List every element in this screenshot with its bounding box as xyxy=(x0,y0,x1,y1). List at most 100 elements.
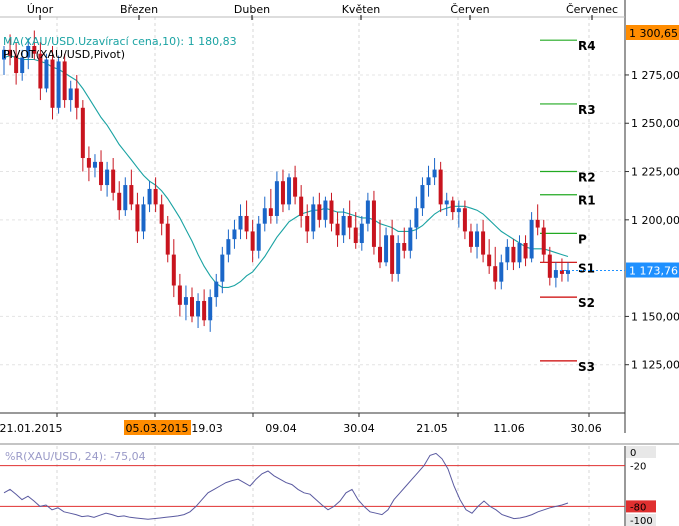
candle-body xyxy=(347,215,352,228)
williams-r-line xyxy=(3,452,569,520)
candle-body xyxy=(529,219,534,259)
pivot-label-r1: R1 xyxy=(578,194,596,208)
candle-body xyxy=(8,49,13,56)
highlighted-date-label: 05.03.2015 xyxy=(126,422,189,435)
date-label: 30.06 xyxy=(570,422,602,435)
month-labels: Únor Březen Duben Květen Červen Červenec xyxy=(27,3,618,20)
candle-body xyxy=(432,169,437,178)
candle-body xyxy=(280,181,285,205)
month-label: Únor xyxy=(27,3,54,16)
indicator-level-box-top xyxy=(626,446,656,458)
pivot-label-r2: R2 xyxy=(578,171,596,185)
candle-body xyxy=(2,49,6,60)
indicator-level-box-upper xyxy=(626,459,656,472)
date-label: 11.06 xyxy=(493,422,525,435)
date-label: 30.04 xyxy=(343,422,375,435)
candle-body xyxy=(250,231,255,251)
candle-body xyxy=(123,185,128,211)
month-label: Březen xyxy=(120,3,158,16)
candle-body xyxy=(353,227,358,244)
candle-body xyxy=(226,239,231,255)
candle-body xyxy=(196,300,201,317)
candle-body xyxy=(32,45,37,54)
date-label: 21.05 xyxy=(416,422,448,435)
top-price-box xyxy=(626,25,679,40)
indicator-level-label-lower: -80 xyxy=(630,502,646,513)
pivot-label-r3: R3 xyxy=(578,103,596,117)
candle-body xyxy=(481,231,486,255)
candle-body xyxy=(68,88,73,101)
candle-body xyxy=(44,59,49,89)
candle-body xyxy=(147,188,152,205)
candle-body xyxy=(553,270,558,278)
candle-body xyxy=(329,200,334,224)
candle-body xyxy=(159,204,164,224)
candle-body xyxy=(74,88,79,108)
candle-body xyxy=(111,169,116,193)
month-label: Červen xyxy=(450,3,489,16)
candle-body xyxy=(341,215,346,236)
indicator-level-box-bottom xyxy=(626,514,656,526)
indicator-level-label-bottom: -100 xyxy=(630,516,653,526)
date-label: 09.04 xyxy=(265,422,297,435)
candle-body xyxy=(462,208,467,232)
candle-body xyxy=(177,285,182,305)
candle-body xyxy=(408,227,413,251)
candle-body xyxy=(566,270,570,274)
month-label: Květen xyxy=(342,3,381,16)
pivot-legend: PIVOT(XAU/USD,Pivot) xyxy=(3,48,125,61)
candle-body xyxy=(323,200,328,220)
candle-body xyxy=(80,107,85,159)
candle-body xyxy=(141,204,146,232)
candle-body xyxy=(287,177,292,205)
candle-body xyxy=(208,297,213,321)
price-tick-label: 1 150,00 xyxy=(631,310,679,323)
date-axis[interactable]: 21.01.20152619.0309.0430.0421.0511.0630.… xyxy=(0,413,602,435)
top-price-label: 1 300,65 xyxy=(629,27,678,40)
price-axis[interactable]: 1 275,00 1 250,00 1 225,00 1 200,00 1 150,00… xyxy=(560,25,679,372)
pivot-label-s1: S1 xyxy=(578,261,595,275)
candle-body xyxy=(420,185,425,209)
candle-body xyxy=(468,231,473,247)
candle-body xyxy=(202,300,207,321)
date-label: 21.01.2015 xyxy=(0,422,62,435)
price-tick-label: 1 275,00 xyxy=(631,69,679,82)
candle-body xyxy=(232,229,237,240)
candle-body xyxy=(426,177,431,186)
candle-body xyxy=(335,223,340,236)
pivot-levels: R4 R3 R2 R1 P S1 S2 S3 xyxy=(540,39,596,374)
candle-body xyxy=(99,161,104,186)
candle-body xyxy=(438,169,443,205)
candle-body xyxy=(541,227,546,255)
candle-body xyxy=(559,270,564,274)
candle-body xyxy=(268,208,273,216)
candle-body xyxy=(444,200,449,205)
candle-body xyxy=(117,192,122,211)
candle-body xyxy=(499,262,504,282)
candle-body xyxy=(305,215,310,232)
candle-body xyxy=(262,208,267,224)
candle-body xyxy=(517,243,522,263)
candle-body xyxy=(535,219,540,228)
candle-body xyxy=(371,200,376,247)
candle-body xyxy=(105,169,110,186)
candle-body xyxy=(547,254,552,278)
candle-body xyxy=(450,200,455,213)
candle-body xyxy=(256,223,261,251)
candle-body xyxy=(475,231,480,247)
price-tick-label: 1 125,00 xyxy=(631,359,679,372)
candle-body xyxy=(293,177,298,197)
candle-body xyxy=(86,158,91,168)
candle-body xyxy=(487,254,492,267)
indicator-level-label-top: 0 xyxy=(630,448,636,459)
candle-body xyxy=(390,235,395,274)
date-label: 19.03 xyxy=(191,422,223,435)
candle-body xyxy=(396,243,401,274)
pivot-label-s2: S2 xyxy=(578,296,595,310)
candle-body xyxy=(414,208,419,228)
williams-r-panel[interactable]: %R(XAU/USD, 24): -75,04 0 -20 -80 -100 xyxy=(0,443,679,526)
pivot-label-p: P xyxy=(578,232,587,246)
candlesticks[interactable] xyxy=(2,30,570,332)
price-tick-label: 1 250,00 xyxy=(631,117,679,130)
